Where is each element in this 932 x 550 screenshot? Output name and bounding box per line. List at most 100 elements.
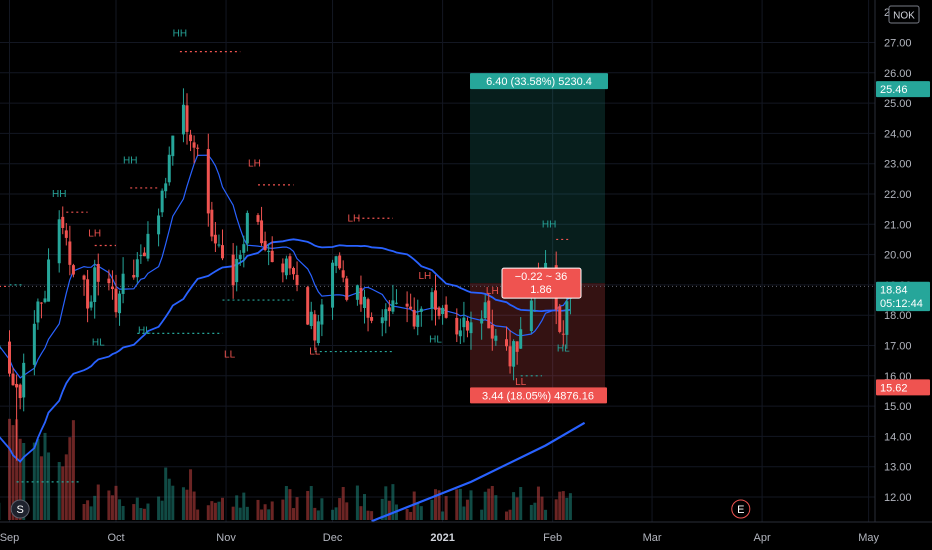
candlesticks <box>0 88 572 461</box>
candle-body <box>89 301 93 308</box>
candle-body <box>419 308 423 312</box>
candle-body <box>242 244 246 253</box>
volume-bar <box>185 489 189 520</box>
volume-bar <box>434 489 437 520</box>
candle-body <box>256 215 260 222</box>
candle-body <box>359 287 363 305</box>
volume-bar <box>508 509 512 520</box>
candle-body <box>437 307 441 316</box>
candle-body <box>110 286 114 290</box>
candle-body <box>43 298 47 303</box>
volume-bar <box>430 499 434 520</box>
y-tick-label: 17.00 <box>884 341 912 353</box>
volume-bar <box>558 491 562 520</box>
long-position-tool[interactable] <box>0 89 875 388</box>
candle-body <box>118 293 122 314</box>
volume-bar <box>96 484 100 520</box>
volume-bar <box>206 505 210 520</box>
candle-body <box>483 302 487 319</box>
volume-bar <box>245 506 249 520</box>
time-tick-label: Nov <box>216 532 236 544</box>
volume-bar <box>8 418 11 520</box>
volume-bar <box>71 420 75 520</box>
pattern-labels: HH HH HH LH LH LH LH LH HH HL HL HL HL LL LL LL <box>52 28 570 387</box>
volume-bar <box>11 425 15 520</box>
event-marker <box>731 499 751 519</box>
volume-bar <box>554 499 558 520</box>
time-tick-label: Apr <box>754 532 771 544</box>
candle-body <box>281 263 285 273</box>
candle-body <box>334 256 338 266</box>
volume-bar <box>167 478 171 520</box>
price-axis[interactable]: 12.0013.0014.0015.0016.0017.0018.0019.00… <box>874 0 930 522</box>
price-badge-text: 15.62 <box>880 382 908 394</box>
price-badge-text: 05:12:44 <box>880 298 923 310</box>
loss-zone <box>470 283 605 388</box>
candle-body <box>412 309 416 327</box>
candle-body <box>86 279 90 309</box>
candle-body <box>487 300 491 329</box>
candle-body <box>505 339 508 347</box>
stop-label-box <box>470 387 607 404</box>
volume-bar <box>238 507 242 520</box>
volume-bar <box>146 503 150 520</box>
candle-body <box>355 285 359 300</box>
candle-body <box>469 322 473 334</box>
candle-body <box>565 301 569 335</box>
pattern-label: HL <box>138 325 151 336</box>
volume-bar <box>284 486 288 520</box>
symbol-badge <box>888 5 920 24</box>
volume-bar <box>444 496 448 520</box>
volume-bar <box>313 507 317 520</box>
volume-bar <box>210 501 214 520</box>
time-axis[interactable]: Sep Oct Nov Dec 2021 Feb Mar Apr May <box>0 521 932 544</box>
time-tick-label: Mar <box>643 532 662 544</box>
candle-body <box>366 299 370 318</box>
volume-bar <box>107 490 111 520</box>
volume-bar <box>490 485 494 520</box>
volume-bar <box>142 508 146 520</box>
time-tick-label: Feb <box>543 532 562 544</box>
y-tick-label: 23.00 <box>884 159 912 171</box>
volume-bars <box>0 418 572 520</box>
y-tick-label: 22.00 <box>884 189 912 201</box>
volume-bar <box>565 497 569 520</box>
candle-body <box>331 262 335 308</box>
volume-bar <box>64 454 68 520</box>
volume-bar <box>338 498 342 520</box>
volume-bar <box>405 509 409 520</box>
volume-bar <box>512 492 516 520</box>
profit-zone <box>470 89 605 284</box>
y-tick-label: 12.00 <box>884 492 912 504</box>
pattern-label: HL <box>92 338 105 349</box>
volume-bar <box>292 508 295 520</box>
pattern-label: HL <box>557 344 570 355</box>
candle-body <box>284 258 288 276</box>
candle-body <box>384 309 388 321</box>
candle-body <box>157 215 161 235</box>
time-tick-label: Oct <box>107 532 124 544</box>
y-tick-label: 21.00 <box>884 219 912 231</box>
candle-body <box>341 270 345 278</box>
candle-body <box>235 258 239 283</box>
candle-body <box>185 105 189 132</box>
volume-bar <box>281 499 285 520</box>
price-badge <box>876 81 930 98</box>
candle-body <box>8 341 11 374</box>
rr-ratio-text: 1.86 <box>530 284 551 296</box>
volume-bar <box>341 486 345 520</box>
volume-bar <box>469 490 473 520</box>
pattern-label: LH <box>486 286 499 297</box>
candle-body <box>68 241 72 265</box>
candle-body <box>132 275 136 278</box>
pattern-label: HL <box>429 334 442 345</box>
candle-body <box>221 245 224 259</box>
volume-bar <box>370 511 374 520</box>
volume-bar <box>192 491 196 520</box>
volume-bar <box>455 489 459 520</box>
volume-bar <box>515 497 519 520</box>
volume-bar <box>61 466 65 520</box>
candle-body <box>292 268 295 275</box>
